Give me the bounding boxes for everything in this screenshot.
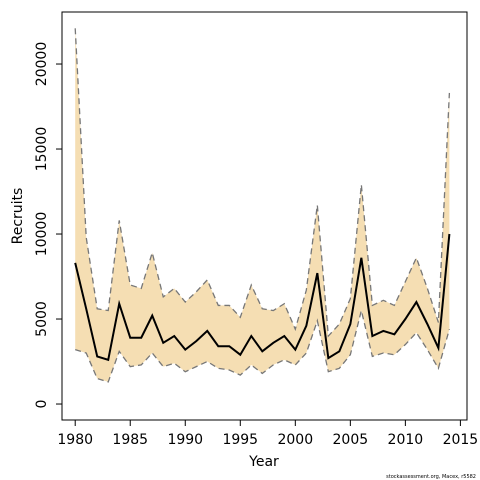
- interval-line: [74, 28, 451, 338]
- confidence-band: [75, 28, 450, 382]
- x-tick-label: 2015: [443, 432, 479, 448]
- x-tick-label: 2000: [277, 432, 313, 448]
- plot-frame: [61, 11, 468, 421]
- y-tick-label: 10000: [34, 212, 50, 257]
- y-tick-label: 15000: [34, 127, 50, 172]
- x-axis-label: Year: [248, 454, 279, 470]
- x-tick-label: 1990: [167, 432, 203, 448]
- y-axis-label: Recruits: [10, 188, 26, 245]
- interval-line: [75, 310, 451, 383]
- x-tick-label: 2010: [388, 432, 424, 448]
- x-tick-label: 1980: [57, 432, 93, 448]
- y-tick-label: 5000: [34, 301, 50, 337]
- y-tick-label: 20000: [34, 42, 50, 87]
- footnote: stockassessment.org, Macex, r5582: [386, 474, 476, 480]
- x-tick-label: 1995: [222, 432, 258, 448]
- x-tick-label: 2005: [333, 432, 369, 448]
- line: [74, 233, 451, 362]
- x-tick-label: 1985: [112, 432, 148, 448]
- y-tick-label: 0: [34, 400, 50, 409]
